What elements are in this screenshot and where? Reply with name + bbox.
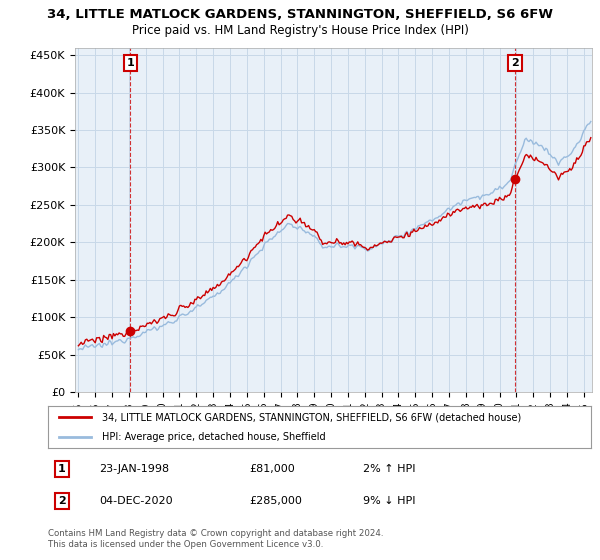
Text: 1: 1 bbox=[127, 58, 134, 68]
Text: 34, LITTLE MATLOCK GARDENS, STANNINGTON, SHEFFIELD, S6 6FW (detached house): 34, LITTLE MATLOCK GARDENS, STANNINGTON,… bbox=[103, 412, 521, 422]
Text: 2% ↑ HPI: 2% ↑ HPI bbox=[363, 464, 415, 474]
Text: 9% ↓ HPI: 9% ↓ HPI bbox=[363, 496, 415, 506]
Text: Price paid vs. HM Land Registry's House Price Index (HPI): Price paid vs. HM Land Registry's House … bbox=[131, 24, 469, 36]
Text: Contains HM Land Registry data © Crown copyright and database right 2024.
This d: Contains HM Land Registry data © Crown c… bbox=[48, 529, 383, 549]
Text: 2: 2 bbox=[58, 496, 65, 506]
Text: HPI: Average price, detached house, Sheffield: HPI: Average price, detached house, Shef… bbox=[103, 432, 326, 442]
Text: 23-JAN-1998: 23-JAN-1998 bbox=[100, 464, 170, 474]
Text: 1: 1 bbox=[58, 464, 65, 474]
Text: 34, LITTLE MATLOCK GARDENS, STANNINGTON, SHEFFIELD, S6 6FW: 34, LITTLE MATLOCK GARDENS, STANNINGTON,… bbox=[47, 8, 553, 21]
Text: 04-DEC-2020: 04-DEC-2020 bbox=[100, 496, 173, 506]
Text: 2: 2 bbox=[511, 58, 519, 68]
Text: £285,000: £285,000 bbox=[249, 496, 302, 506]
Text: £81,000: £81,000 bbox=[249, 464, 295, 474]
